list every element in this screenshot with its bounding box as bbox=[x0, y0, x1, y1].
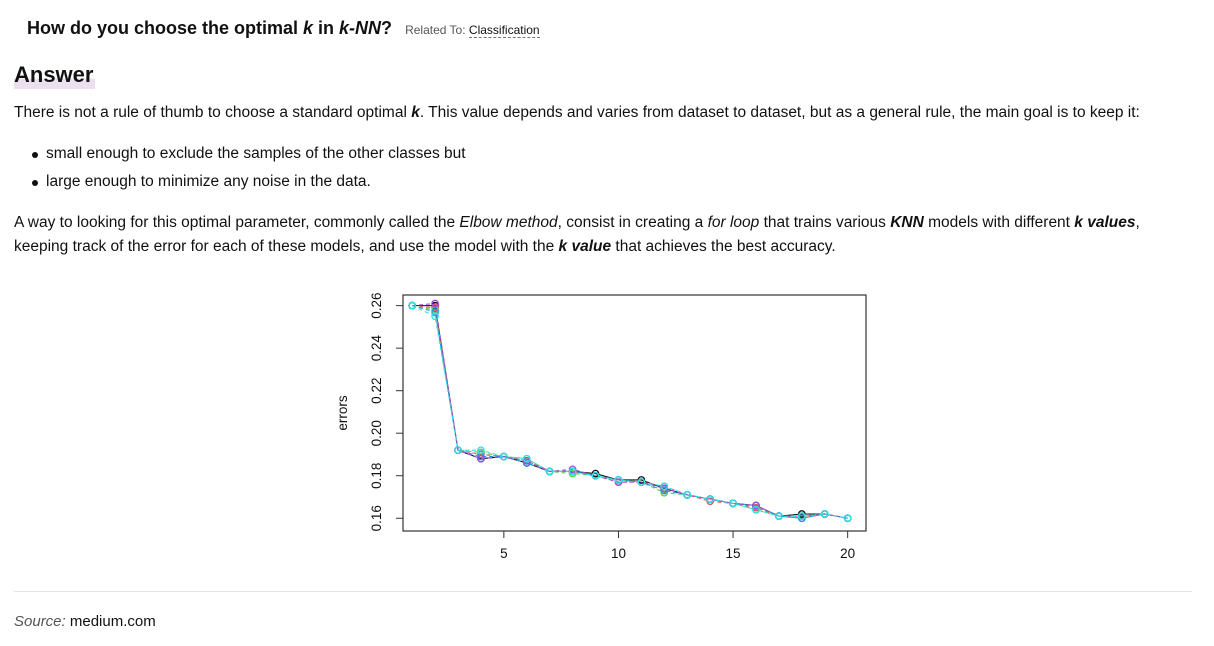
data-point bbox=[752, 501, 760, 510]
question-title: How do you choose the optimal k in k-NN?… bbox=[27, 18, 540, 39]
intro-k: k bbox=[411, 104, 420, 121]
data-point bbox=[408, 301, 417, 310]
source-line: Source: medium.com bbox=[14, 613, 156, 630]
answer-heading: Answer bbox=[14, 61, 96, 89]
y-tick-label: 0.26 bbox=[369, 292, 384, 318]
elbow-text-5: , keeping track of the error for each of… bbox=[14, 214, 1140, 255]
data-point bbox=[431, 299, 439, 308]
x-tick-label: 20 bbox=[840, 546, 855, 561]
data-point bbox=[660, 482, 669, 491]
source-label: Source: bbox=[14, 613, 66, 630]
elbow-text-1: A way to looking for this optimal parame… bbox=[14, 214, 460, 231]
data-point bbox=[500, 452, 508, 461]
data-point bbox=[775, 512, 783, 520]
bullet-list: small enough to exclude the samples of t… bbox=[14, 142, 466, 198]
question-text-prefix: How do you choose the optimal bbox=[27, 18, 304, 38]
data-point bbox=[683, 491, 692, 499]
data-point bbox=[477, 446, 485, 455]
data-point bbox=[454, 446, 462, 455]
data-point bbox=[431, 312, 439, 321]
intro-paragraph: There is not a rule of thumb to choose a… bbox=[14, 101, 1194, 125]
k-values-term: k values bbox=[1074, 214, 1136, 231]
question-text-middle: in bbox=[313, 18, 340, 38]
related-label: Related To: bbox=[405, 23, 466, 37]
elbow-text-4: models with different bbox=[923, 214, 1075, 231]
source-value: medium.com bbox=[69, 613, 156, 630]
series-line bbox=[412, 305, 848, 519]
y-axis-label: errors bbox=[335, 395, 350, 431]
divider bbox=[14, 591, 1192, 592]
list-item: small enough to exclude the samples of t… bbox=[14, 142, 466, 170]
intro-text-2: . This value depends and varies from dat… bbox=[419, 104, 1140, 121]
data-point bbox=[545, 467, 554, 476]
question-text-suffix: ? bbox=[381, 18, 393, 38]
data-point bbox=[614, 476, 623, 484]
elbow-paragraph: A way to looking for this optimal parame… bbox=[14, 211, 1194, 259]
data-point bbox=[522, 454, 531, 463]
y-tick-label: 0.24 bbox=[369, 335, 384, 362]
series-line bbox=[412, 305, 848, 519]
series-line bbox=[412, 305, 848, 519]
elbow-text-6: that achieves the best accuracy. bbox=[611, 238, 836, 255]
data-point bbox=[477, 454, 485, 463]
knn-term: KNN bbox=[890, 214, 924, 231]
data-point bbox=[431, 308, 439, 316]
x-tick-label: 5 bbox=[500, 546, 508, 561]
elbow-chart: 5 10 15 20 0.16 0.18 0.20 0.22 0.24 0.26 errors bbox=[335, 292, 867, 561]
question-k: k bbox=[303, 18, 314, 38]
series-line bbox=[412, 302, 848, 519]
series-line bbox=[411, 305, 848, 519]
data-point bbox=[591, 471, 600, 480]
data-point bbox=[843, 514, 852, 523]
for-loop-term: for loop bbox=[707, 214, 760, 231]
data-point bbox=[637, 478, 646, 486]
question-knn: k-NN bbox=[339, 18, 382, 38]
series-line bbox=[412, 305, 848, 519]
x-tick-label: 10 bbox=[611, 546, 626, 561]
plot-frame bbox=[402, 294, 867, 532]
x-tick-label: 15 bbox=[726, 546, 741, 561]
intro-text-1: There is not a rule of thumb to choose a… bbox=[14, 104, 412, 121]
data-point bbox=[752, 505, 760, 514]
data-point bbox=[797, 512, 806, 520]
data-point bbox=[706, 495, 714, 503]
k-value-term: k value bbox=[558, 238, 612, 255]
data-point bbox=[820, 510, 829, 518]
elbow-text-2: , consist in creating a bbox=[557, 214, 708, 231]
elbow-method-term: Elbow method bbox=[459, 214, 558, 231]
y-tick-label: 0.18 bbox=[369, 463, 384, 489]
y-tick-label: 0.20 bbox=[369, 420, 384, 446]
elbow-text-3: that trains various bbox=[759, 214, 891, 231]
data-point bbox=[568, 467, 577, 476]
list-item: large enough to minimize any noise in th… bbox=[14, 170, 466, 198]
related-to: Related To: Classification bbox=[405, 23, 540, 38]
y-tick-label: 0.16 bbox=[369, 505, 384, 531]
data-point bbox=[729, 499, 737, 508]
y-tick-label: 0.22 bbox=[369, 378, 384, 404]
related-link-classification[interactable]: Classification bbox=[468, 23, 540, 38]
